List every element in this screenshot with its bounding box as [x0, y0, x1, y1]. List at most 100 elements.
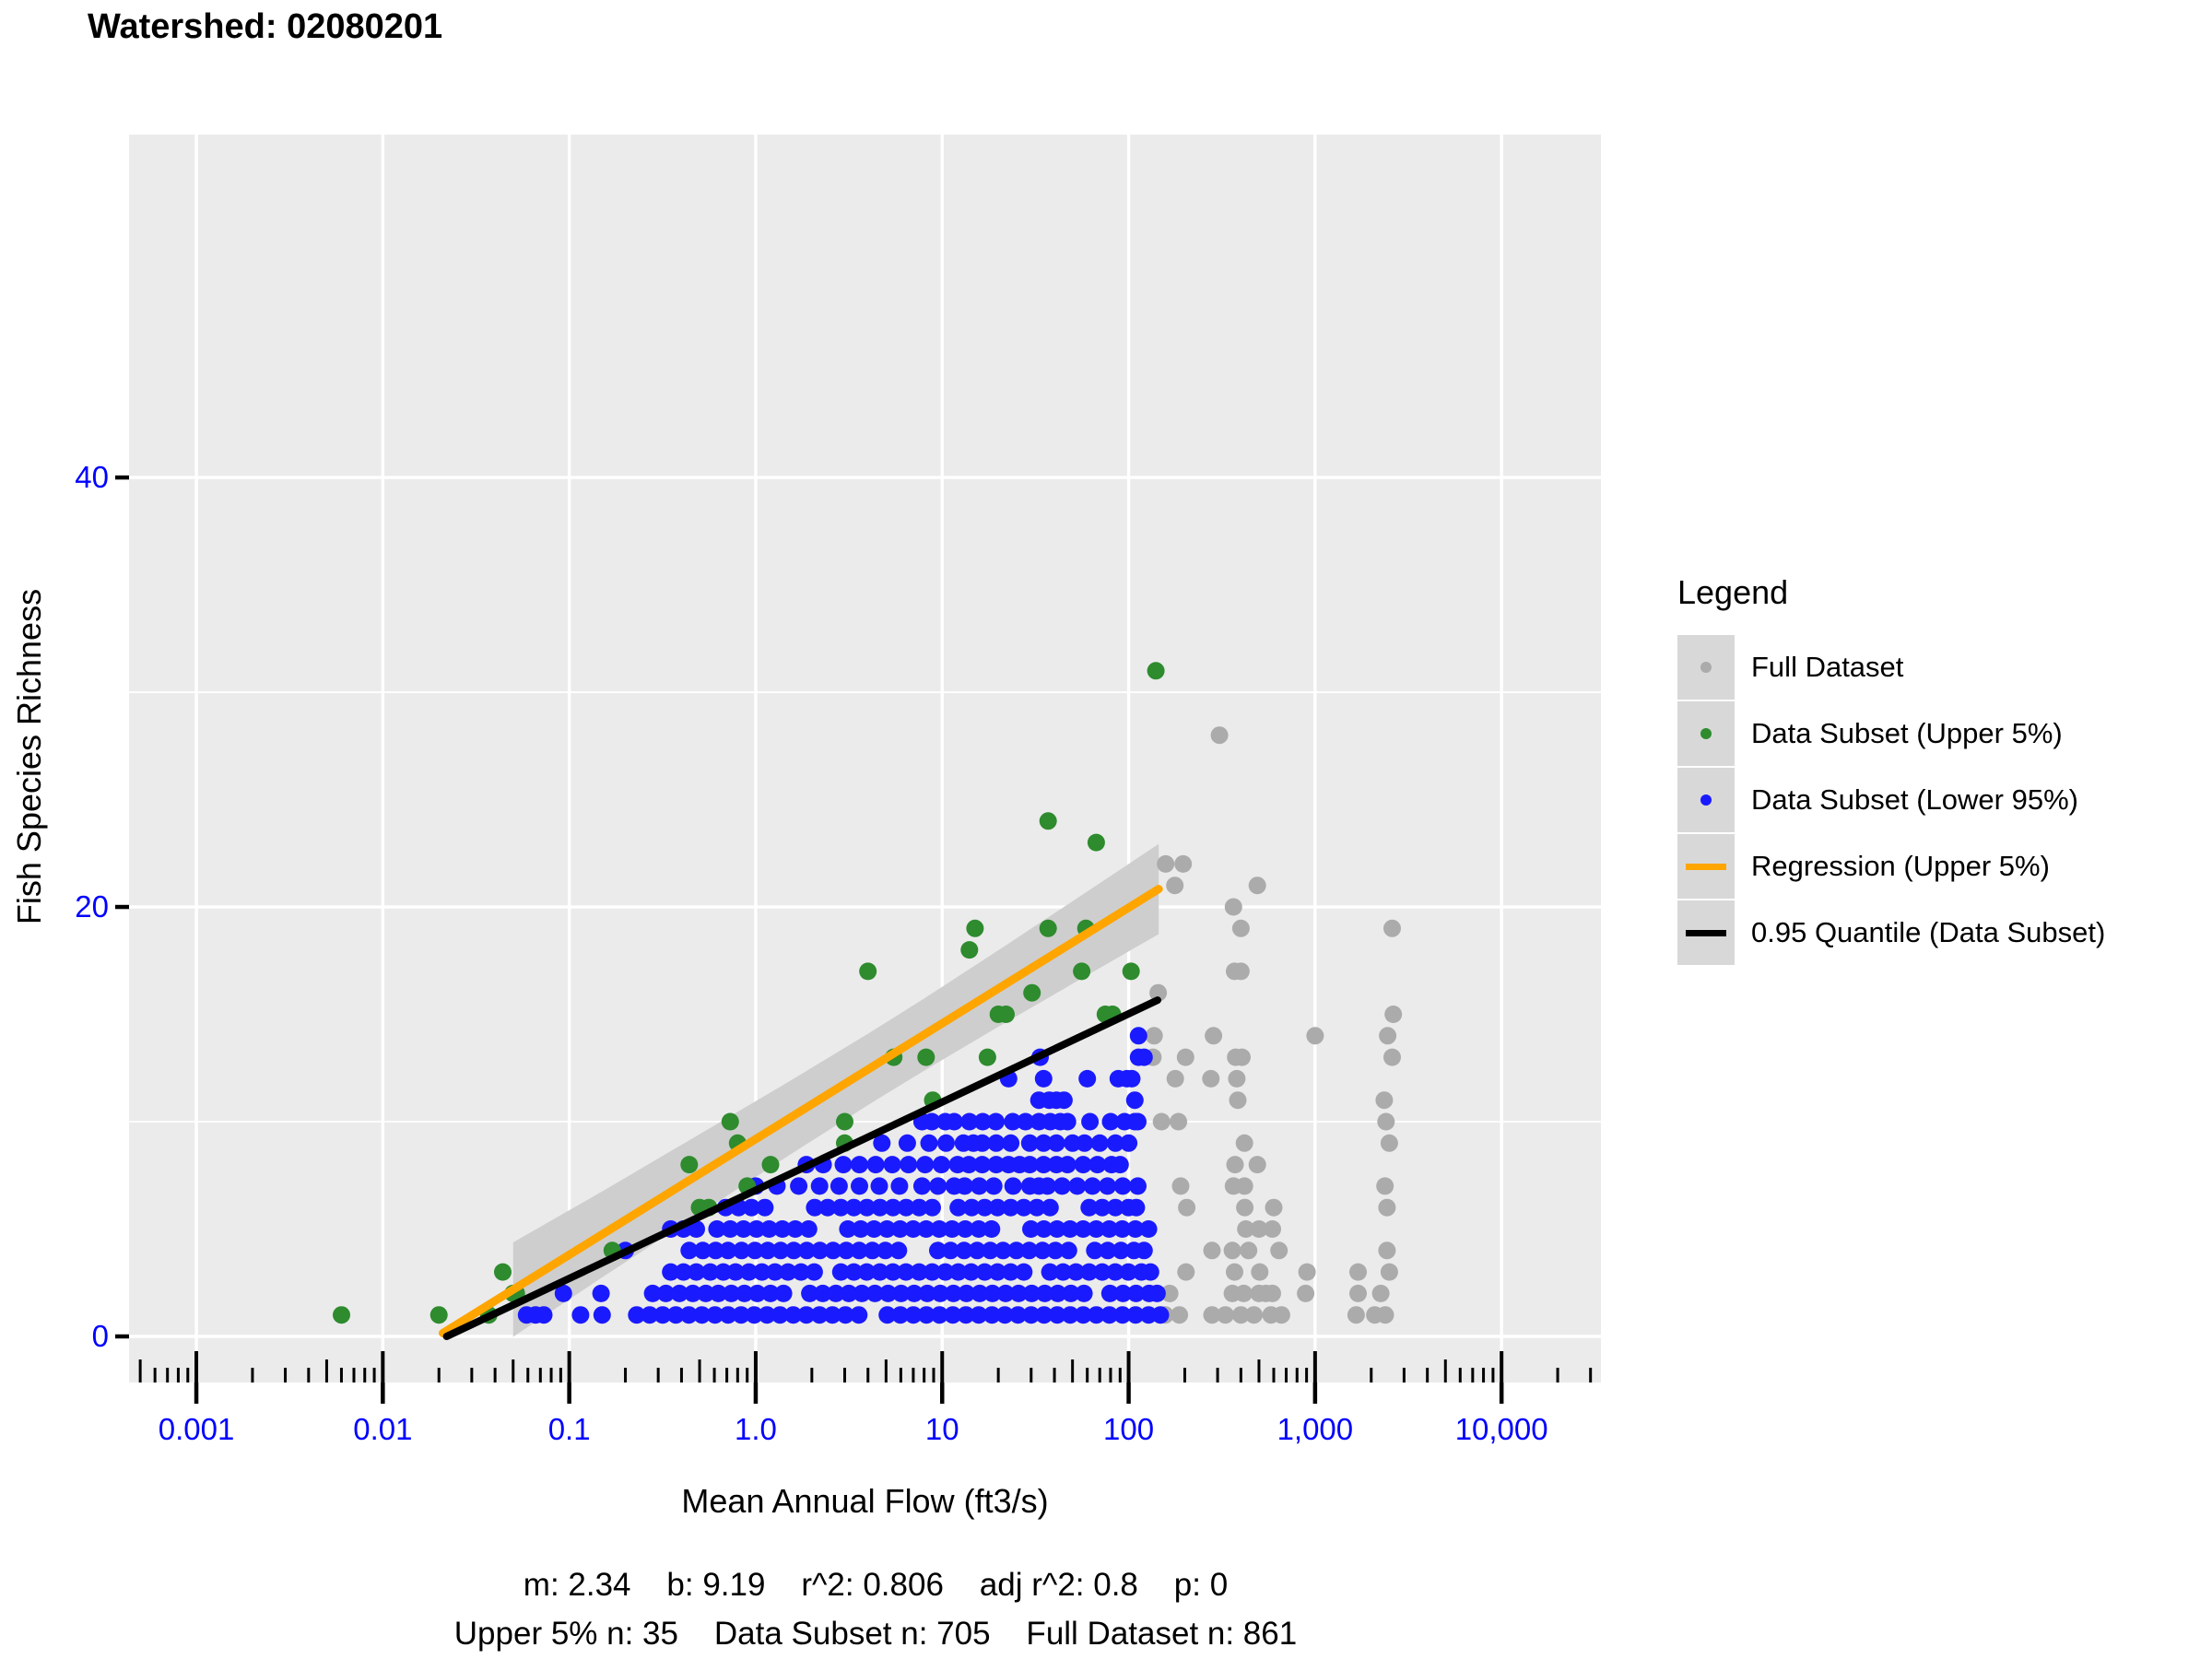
lower95-point [554, 1284, 572, 1302]
lower95-point [723, 1284, 740, 1302]
lower95-point [877, 1241, 895, 1260]
lower95-point [784, 1306, 803, 1324]
lower95-point [949, 1263, 968, 1281]
lower95-point [1035, 1306, 1053, 1324]
full-dataset-point [1250, 1220, 1268, 1238]
lower95-point [956, 1220, 974, 1238]
full-dataset-point [1379, 1027, 1397, 1045]
lower95-point [851, 1177, 868, 1195]
lower95-point [1080, 1263, 1099, 1281]
lower95-point [973, 1134, 992, 1152]
lower95-point [929, 1177, 947, 1195]
lower95-point [930, 1306, 948, 1324]
lower95-point [827, 1284, 845, 1302]
full-dataset-point [1176, 1048, 1194, 1066]
y-tick-label: 40 [75, 460, 109, 495]
lower95-point [883, 1156, 901, 1174]
full-dataset-point [1236, 1198, 1254, 1217]
plot-title: Watershed: 02080201 [88, 7, 443, 46]
lower95-point [799, 1220, 818, 1238]
lower95-point [766, 1263, 784, 1281]
legend: Legend Full Dataset Data Subset (Upper 5%… [1677, 573, 2105, 966]
lower95-point [760, 1220, 778, 1238]
lower95-point [1058, 1156, 1077, 1174]
lower95-point [892, 1284, 911, 1302]
full-dataset-point [1233, 1048, 1251, 1066]
regression-stats-line: m: 2.34 b: 9.19 r^2: 0.806 adj r^2: 0.8 … [523, 1567, 1229, 1603]
upper5-point [680, 1156, 699, 1174]
lower95-point [761, 1284, 780, 1302]
lower95-point [852, 1220, 870, 1238]
lower95-point [697, 1284, 715, 1302]
lower95-point [1093, 1198, 1112, 1217]
lower95-point [1047, 1134, 1065, 1152]
lower95-point [1046, 1241, 1065, 1260]
lower95-point [797, 1306, 816, 1324]
lower95-point [1083, 1177, 1101, 1195]
lower95-point [1039, 1177, 1056, 1195]
full-dataset-point [1245, 1306, 1263, 1324]
lower95-point [1033, 1241, 1052, 1260]
lower95-point [1112, 1241, 1130, 1260]
lower95-point [891, 1306, 910, 1324]
upper5-point [859, 962, 877, 981]
lower95-point [840, 1284, 858, 1302]
x-tick-label: 10,000 [1454, 1412, 1548, 1446]
lower95-point [956, 1177, 974, 1195]
lower95-point [929, 1241, 947, 1260]
full-dataset-point [1380, 1134, 1398, 1152]
lower95-point [945, 1112, 963, 1131]
full-dataset-point [1376, 1177, 1394, 1195]
lower95-point [1081, 1112, 1100, 1131]
lower95-point [1093, 1263, 1112, 1281]
lower95-point [1049, 1284, 1067, 1302]
upper5-point [494, 1263, 512, 1281]
lower95-point [1100, 1284, 1119, 1302]
lower95-point [747, 1220, 766, 1238]
point-icon [1700, 794, 1712, 806]
lower95-point [858, 1198, 877, 1217]
lower95-point [1087, 1220, 1105, 1238]
legend-item-label: Data Subset (Upper 5%) [1751, 717, 2063, 749]
lower95-point [982, 1220, 1001, 1238]
lower95-point [1129, 1177, 1147, 1195]
lower95-point [873, 1134, 891, 1152]
lower95-point [1127, 1284, 1146, 1302]
lower95-point [1059, 1241, 1077, 1260]
lower95-point [975, 1263, 994, 1281]
lower95-point [759, 1241, 777, 1260]
lower95-point [641, 1306, 659, 1324]
full-dataset-point [1226, 1156, 1244, 1174]
lower95-point [719, 1306, 737, 1324]
lower95-point [1129, 1027, 1147, 1045]
full-dataset-point [1297, 1284, 1315, 1302]
lower95-point [797, 1241, 816, 1260]
gridlines [129, 135, 1601, 1382]
lower95-point [960, 1112, 979, 1131]
lower95-point [920, 1134, 938, 1152]
lower95-point [1034, 1156, 1053, 1174]
lower95-point [957, 1306, 975, 1324]
lower95-point [871, 1198, 889, 1217]
lower95-point [959, 1156, 978, 1174]
full-dataset-point [1298, 1263, 1316, 1281]
lower95-point [830, 1177, 848, 1195]
full-dataset-point [1226, 1263, 1243, 1281]
lower95-point [1064, 1134, 1082, 1152]
lower95-point [1020, 1241, 1039, 1260]
upper5-point [761, 1156, 780, 1174]
lower95-point [1028, 1198, 1046, 1217]
full-dataset-point [1235, 1177, 1253, 1195]
full-dataset-point [1264, 1284, 1281, 1302]
lower95-point [1074, 1156, 1092, 1174]
upper5-point [1023, 983, 1041, 1002]
lower95-point [726, 1263, 745, 1281]
lower95-point [987, 1156, 1006, 1174]
lower95-point [949, 1198, 968, 1217]
lower95-point [943, 1220, 961, 1238]
lower95-point [890, 1177, 909, 1195]
lower95-point [1041, 1263, 1059, 1281]
lower95-point [878, 1306, 897, 1324]
lower95-point [831, 1263, 850, 1281]
